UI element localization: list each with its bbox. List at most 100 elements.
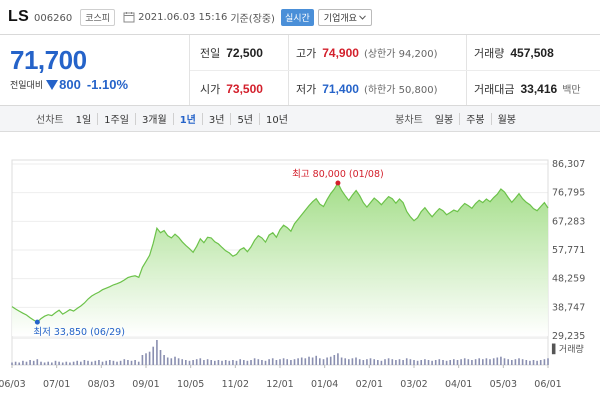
divider	[459, 112, 461, 125]
volume-bar	[500, 356, 502, 365]
period-button[interactable]: 3개월	[141, 115, 167, 126]
volume-bar	[348, 359, 350, 365]
volume-bar	[181, 359, 184, 365]
stock-header: LS 006260 코스피 2021.06.03 15:16 기준(장중) 실시…	[0, 0, 600, 34]
x-tick-label: 04/01	[445, 379, 472, 390]
stock-code: 006260	[34, 13, 73, 24]
volume-bar	[380, 360, 383, 365]
volume-bar	[185, 360, 187, 365]
volume-bar	[529, 360, 531, 365]
volume-bar	[514, 359, 517, 365]
company-overview-button[interactable]: 기업개요	[317, 8, 372, 26]
volume-bar	[69, 362, 71, 365]
candle-period-button[interactable]: 주봉	[466, 115, 485, 126]
candle-period-group: 일봉 주봉 월봉	[429, 111, 522, 126]
volume-bar	[507, 359, 510, 365]
divider	[259, 112, 260, 125]
x-tick-label: 11/02	[222, 379, 249, 390]
volume-bar	[391, 359, 394, 365]
volume-bar	[427, 360, 430, 365]
volume-bar	[297, 358, 299, 365]
volume-bar	[94, 360, 97, 365]
divider	[490, 112, 492, 125]
period-button[interactable]: 5년	[237, 115, 253, 126]
change-label: 전일대비	[10, 81, 44, 91]
volume-bar	[221, 360, 223, 365]
volume-bar	[322, 359, 325, 365]
volume-bar	[275, 360, 278, 365]
stat-value: 74,900	[322, 45, 359, 60]
price-chart[interactable]: 86,307 76,795 67,283 57,771 48,259 38,747 29,2…	[0, 140, 600, 402]
min-point	[34, 319, 40, 325]
volume-bar	[51, 362, 53, 365]
period-toolbar: 선차트 1일 1주일 3개월 1년 3년 5년 10년 봉차트 일봉 주봉 월봉	[0, 106, 600, 132]
volume-bar	[18, 362, 21, 365]
volume-bar	[239, 359, 242, 365]
chevron-down-icon	[359, 14, 366, 20]
volume-bar	[543, 359, 546, 365]
period-button[interactable]: 1주일	[104, 115, 129, 126]
volume-bar	[166, 357, 169, 365]
volume-bar	[188, 360, 191, 365]
volume-bar	[268, 359, 270, 365]
x-tick-label: 07/01	[43, 379, 70, 390]
volume-bar	[54, 360, 57, 365]
max-annotation: 최고 80,000 (01/08)	[292, 169, 384, 180]
volume-bar	[61, 362, 64, 365]
period-button[interactable]: 1년	[179, 115, 196, 126]
period-button[interactable]: 10년	[266, 115, 288, 126]
volume-bar	[47, 361, 50, 365]
stat-label: 고가	[296, 46, 317, 60]
live-badge[interactable]: 실시간	[280, 8, 314, 26]
period-button[interactable]: 1일	[75, 115, 92, 126]
period-button[interactable]: 3년	[208, 115, 225, 126]
candle-period-button[interactable]: 월봉	[497, 115, 516, 126]
divider	[230, 112, 232, 125]
volume-bar	[264, 360, 267, 365]
x-tick-label: 03/02	[400, 379, 427, 390]
volume-bar	[58, 361, 60, 365]
volume-bar	[170, 358, 173, 365]
volume-bar	[250, 360, 252, 365]
min-annotation: 최저 33,850 (06/29)	[33, 327, 125, 338]
max-point	[335, 180, 341, 186]
y-tick-label: 48,259	[552, 274, 585, 285]
stat-extra: (하한가 50,800)	[363, 85, 438, 96]
volume-bar	[210, 360, 213, 365]
volume-bar	[355, 357, 357, 365]
volume-bar	[224, 360, 227, 365]
volume-bar	[547, 358, 549, 365]
volume-bar	[405, 358, 408, 365]
volume-bar	[420, 360, 423, 365]
x-tick-label: 06/01	[534, 379, 561, 390]
x-tick-label: 06/03	[0, 379, 26, 390]
volume-bar	[362, 360, 365, 365]
volume-bar	[105, 360, 108, 365]
candle-period-button[interactable]: 일봉	[434, 115, 454, 126]
volume-bar	[174, 356, 176, 365]
volume-bar	[293, 359, 296, 365]
volume-bar	[521, 359, 524, 365]
volume-bar	[36, 359, 39, 365]
y-tick-label: 38,747	[552, 302, 585, 313]
volume-bar	[340, 357, 343, 365]
volume-bar	[217, 360, 220, 365]
stat-extra: (상한가 94,200)	[363, 49, 438, 60]
divider	[172, 112, 174, 125]
volume-bar	[438, 359, 441, 365]
x-tick-label: 02/01	[356, 379, 383, 390]
volume-bar	[127, 360, 129, 365]
volume-bar	[246, 360, 249, 365]
stat-prev-close: 전일 72,500	[200, 35, 263, 70]
x-tick-label: 05/03	[490, 379, 517, 390]
volume-bar	[148, 351, 151, 365]
stat-label: 거래량	[474, 46, 505, 60]
volume-bar	[315, 355, 318, 365]
volume-bar	[319, 358, 321, 365]
volume-bar	[453, 359, 455, 365]
volume-bar	[87, 360, 89, 365]
volume-bar	[261, 360, 263, 365]
volume-bar	[134, 360, 136, 365]
calendar-icon	[123, 11, 135, 23]
volume-bar	[152, 346, 155, 365]
